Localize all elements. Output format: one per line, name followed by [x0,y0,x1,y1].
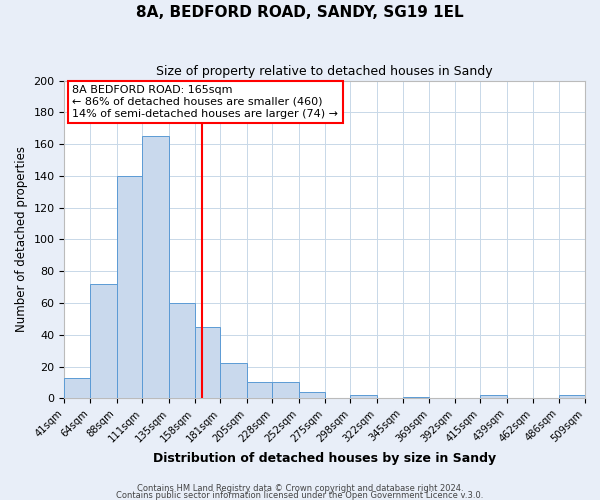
Text: Contains public sector information licensed under the Open Government Licence v.: Contains public sector information licen… [116,490,484,500]
Text: 8A BEDFORD ROAD: 165sqm
← 86% of detached houses are smaller (460)
14% of semi-d: 8A BEDFORD ROAD: 165sqm ← 86% of detache… [72,86,338,118]
Y-axis label: Number of detached properties: Number of detached properties [15,146,28,332]
Bar [142,136,169,398]
Bar [64,378,90,398]
X-axis label: Distribution of detached houses by size in Sandy: Distribution of detached houses by size … [153,452,496,465]
Bar [559,395,585,398]
Bar [220,364,247,398]
Bar [403,396,429,398]
Bar [169,303,194,398]
Text: 8A, BEDFORD ROAD, SANDY, SG19 1EL: 8A, BEDFORD ROAD, SANDY, SG19 1EL [136,5,464,20]
Bar [90,284,116,399]
Bar [272,382,299,398]
Bar [116,176,142,398]
Bar [194,327,220,398]
Title: Size of property relative to detached houses in Sandy: Size of property relative to detached ho… [157,65,493,78]
Bar [299,392,325,398]
Text: Contains HM Land Registry data © Crown copyright and database right 2024.: Contains HM Land Registry data © Crown c… [137,484,463,493]
Bar [481,395,507,398]
Bar [247,382,272,398]
Bar [350,395,377,398]
